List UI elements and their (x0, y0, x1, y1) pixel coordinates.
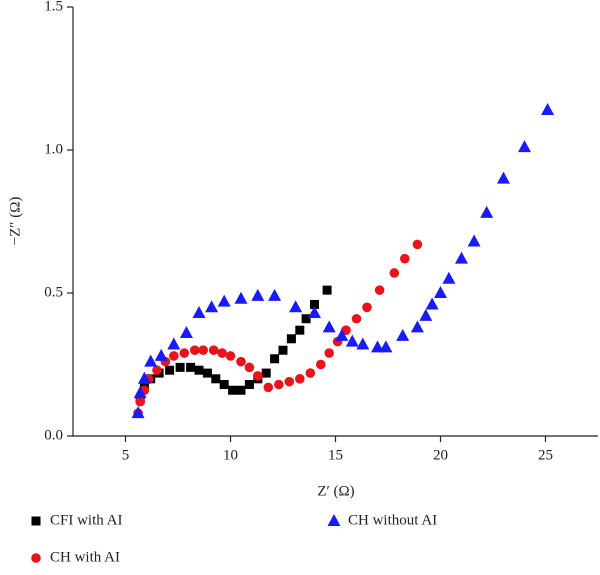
point (335, 328, 349, 341)
x-tick-label: 10 (223, 447, 238, 463)
y-tick-label: 1.0 (44, 141, 63, 157)
point (442, 271, 456, 284)
point (211, 374, 221, 384)
point (198, 345, 208, 356)
point (286, 334, 296, 344)
point (194, 365, 204, 375)
point (295, 374, 305, 384)
y-axis-label: −Z″ (Ω) (7, 197, 23, 246)
point (396, 328, 410, 341)
point (169, 351, 179, 361)
point (389, 268, 400, 278)
x-tick-label: 25 (538, 447, 553, 463)
point (236, 356, 246, 367)
point (310, 299, 319, 309)
point (167, 337, 181, 350)
point (374, 285, 385, 295)
point (202, 368, 212, 378)
point (467, 234, 481, 247)
point (244, 362, 255, 373)
legend-marker (31, 516, 41, 526)
point (289, 300, 303, 313)
point (316, 359, 326, 370)
point (152, 365, 162, 376)
y-tick-label: 0.5 (44, 284, 63, 300)
point (228, 385, 238, 395)
point (400, 253, 410, 264)
point (356, 337, 370, 350)
point (518, 140, 531, 153)
point (412, 239, 423, 250)
point (263, 382, 274, 393)
point (324, 348, 335, 358)
point (371, 340, 384, 353)
point (133, 386, 147, 399)
x-tick-label: 20 (433, 447, 448, 463)
point (192, 306, 206, 319)
point (131, 406, 145, 419)
point (179, 348, 190, 358)
point (345, 334, 359, 347)
point (251, 288, 265, 301)
point (541, 102, 555, 115)
x-tick-label: 5 (122, 447, 130, 463)
y-tick-label: 0.0 (44, 427, 63, 443)
point (379, 340, 393, 353)
point (425, 297, 439, 310)
x-axis-label: Z′ (Ω) (317, 483, 354, 499)
point (362, 302, 372, 313)
legend-marker (31, 553, 41, 563)
point (419, 308, 433, 321)
y-tick-label: 1.5 (44, 0, 63, 14)
legend-label: CFI with AI (50, 512, 123, 528)
point (219, 380, 229, 390)
point (244, 380, 254, 390)
point (252, 371, 263, 381)
x-tick-label: 15 (328, 447, 343, 463)
point (295, 325, 305, 335)
point (144, 354, 158, 367)
point (301, 314, 311, 324)
point (497, 171, 510, 184)
point (270, 354, 280, 364)
point (225, 351, 236, 361)
point (480, 205, 494, 218)
point (175, 362, 185, 372)
point (322, 285, 332, 295)
point (410, 320, 424, 333)
point (261, 368, 271, 378)
point (434, 286, 447, 298)
point (234, 291, 248, 304)
legend-marker (327, 514, 341, 526)
point (217, 294, 231, 307)
point (351, 313, 362, 324)
point (135, 396, 145, 407)
point (274, 379, 284, 390)
point (455, 251, 468, 264)
point (205, 300, 219, 313)
point (268, 288, 282, 301)
point (165, 365, 175, 375)
point (190, 345, 200, 356)
point (278, 345, 288, 355)
point (284, 376, 295, 387)
point (308, 306, 321, 319)
point (186, 362, 196, 372)
point (322, 320, 336, 333)
point (236, 385, 246, 395)
point (137, 371, 151, 384)
point (305, 368, 316, 378)
point (179, 326, 193, 339)
point (154, 348, 168, 361)
legend-label: CH with AI (50, 549, 120, 565)
point (208, 345, 219, 356)
legend-label: CH without AI (348, 512, 437, 528)
point (217, 348, 227, 358)
